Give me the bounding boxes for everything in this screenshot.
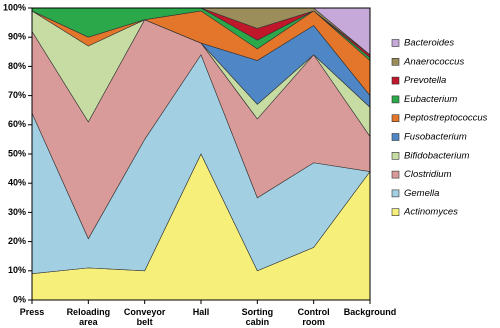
- legend-swatch: [391, 189, 400, 198]
- legend-swatch: [391, 114, 400, 122]
- legend-swatch: [391, 57, 400, 66]
- legend-swatch: [391, 208, 400, 216]
- y-tick-label: 100%: [3, 2, 26, 12]
- x-tick-label: Hall: [192, 307, 210, 317]
- legend-swatch: [391, 133, 400, 141]
- legend-label: Actinomyces: [403, 207, 458, 218]
- legend-label: Bifidobacterium: [404, 150, 470, 161]
- legend-swatch: [391, 152, 400, 160]
- y-tick-label: 80%: [8, 61, 26, 71]
- y-tick-label: 20%: [8, 236, 26, 246]
- y-tick-label: 60%: [8, 119, 26, 129]
- legend-label: Bacteroides: [404, 38, 454, 49]
- legend-label: Clostridium: [404, 169, 452, 180]
- legend-swatch: [391, 39, 400, 47]
- legend-label: Peptostreptococcus: [404, 113, 488, 124]
- legend-label: Fusobacterium: [404, 132, 467, 143]
- legend-swatch: [391, 170, 400, 179]
- legend-label: Anaerococcus: [403, 56, 464, 67]
- legend-swatch: [391, 76, 400, 85]
- y-tick-label: 0%: [13, 294, 26, 304]
- x-tick-label: Sorting cabin: [241, 307, 274, 327]
- y-tick-label: 70%: [8, 90, 26, 100]
- x-tick-label: Background: [343, 307, 397, 317]
- y-tick-label: 30%: [8, 207, 26, 217]
- legend-label: Gemella: [404, 188, 439, 199]
- x-tick-label: Conveyor belt: [123, 307, 166, 327]
- x-tick-label: Press: [19, 307, 45, 317]
- y-tick-label: 10%: [8, 265, 26, 275]
- y-tick-label: 90%: [8, 32, 26, 42]
- x-tick-label: Reloading area: [66, 307, 111, 327]
- y-tick-label: 40%: [8, 178, 26, 188]
- legend-swatch: [391, 95, 400, 104]
- y-tick-label: 50%: [8, 148, 26, 158]
- legend-label: Eubacterium: [404, 94, 457, 105]
- x-tick-label: Control room: [297, 307, 330, 327]
- legend-label: Prevotella: [404, 75, 446, 86]
